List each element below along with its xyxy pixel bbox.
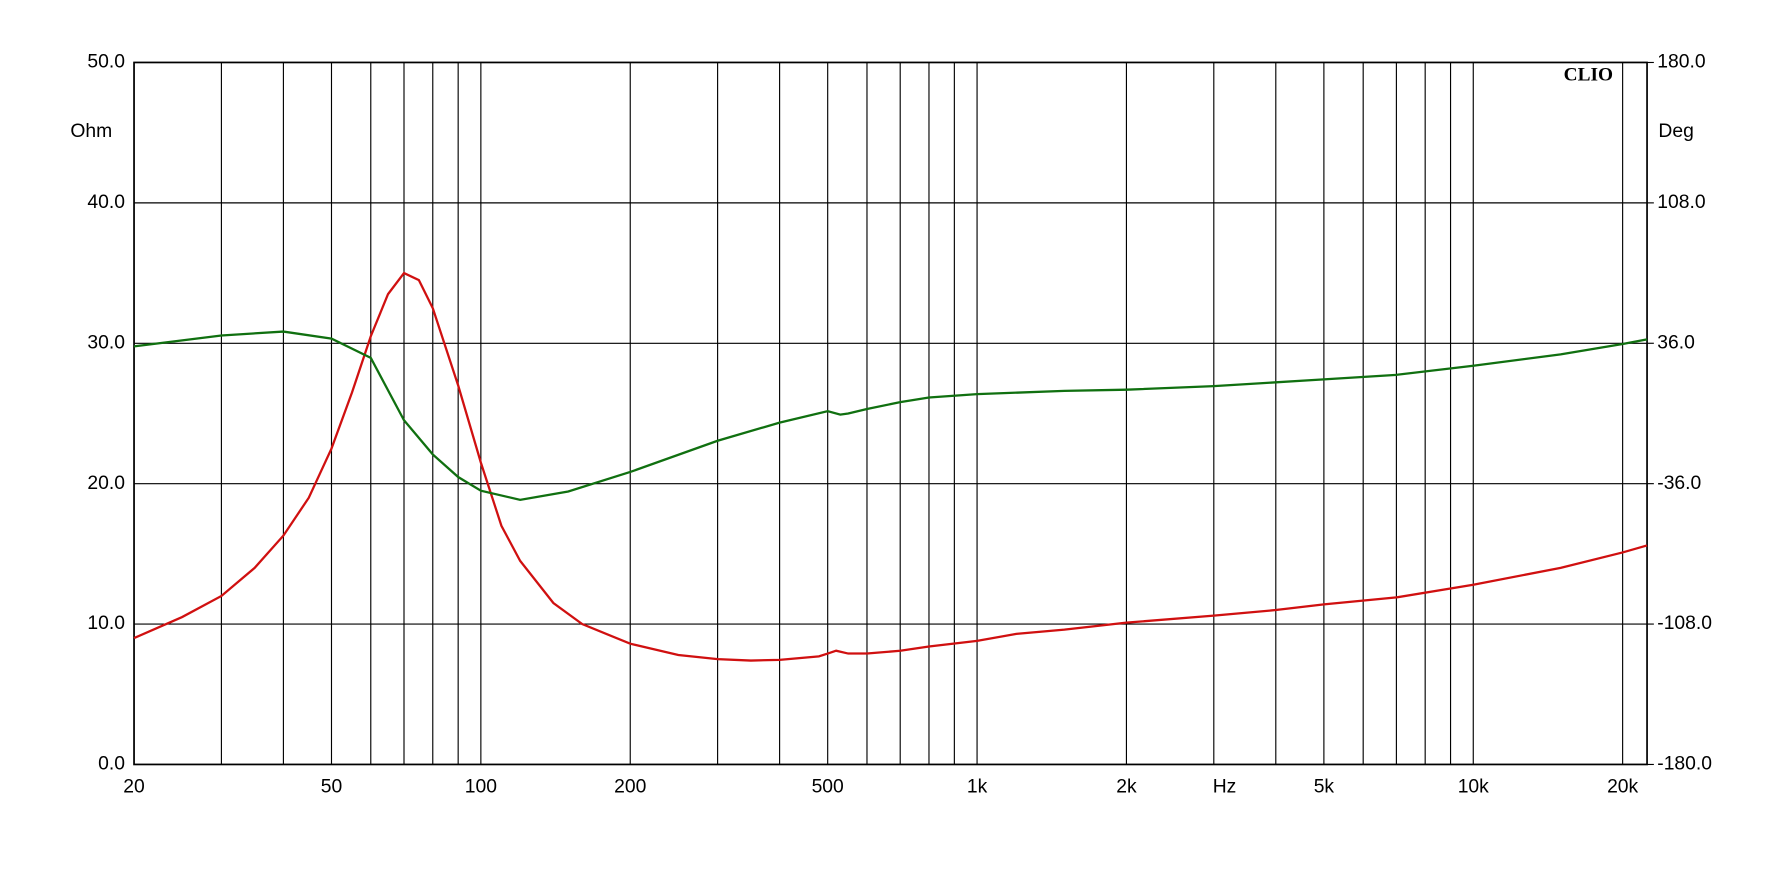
y2-tick-label: 36.0	[1657, 332, 1695, 353]
x-tick-label: 2k	[1116, 776, 1137, 797]
x-tick-label: 200	[614, 776, 646, 797]
x-tick-label: 100	[465, 776, 497, 797]
y-tick-label: 30.0	[87, 332, 125, 353]
plot-frame	[133, 61, 1648, 766]
x-tick-label: 50	[321, 776, 342, 797]
y-tick-label: 40.0	[87, 192, 125, 213]
y2-tick-label: 180.0	[1657, 52, 1705, 73]
y-tick-label: 0.0	[98, 754, 125, 775]
x-tick-label: 20k	[1607, 776, 1638, 797]
x-tick-label: 10k	[1458, 776, 1489, 797]
y2-axis-label: Deg	[1658, 121, 1693, 142]
x-tick-label: 20	[123, 776, 144, 797]
y-tick-label: 50.0	[87, 52, 125, 73]
curve	[133, 271, 1648, 662]
x-tick-label: 500	[812, 776, 844, 797]
y2-tick-label: -108.0	[1657, 613, 1712, 634]
y2-tick-label: -36.0	[1657, 473, 1701, 494]
y2-tick-label: 108.0	[1657, 192, 1705, 213]
x-unit-label: Hz	[1213, 776, 1237, 797]
curve	[133, 330, 1648, 502]
y-tick-label: 10.0	[87, 613, 125, 634]
brand: CLIO	[1564, 65, 1613, 86]
y2-tick-label: -180.0	[1657, 754, 1712, 775]
x-tick-label: 1k	[967, 776, 988, 797]
y-tick-label: 20.0	[87, 473, 125, 494]
x-tick-label: 5k	[1314, 776, 1335, 797]
y-axis-label: Ohm	[70, 121, 112, 142]
